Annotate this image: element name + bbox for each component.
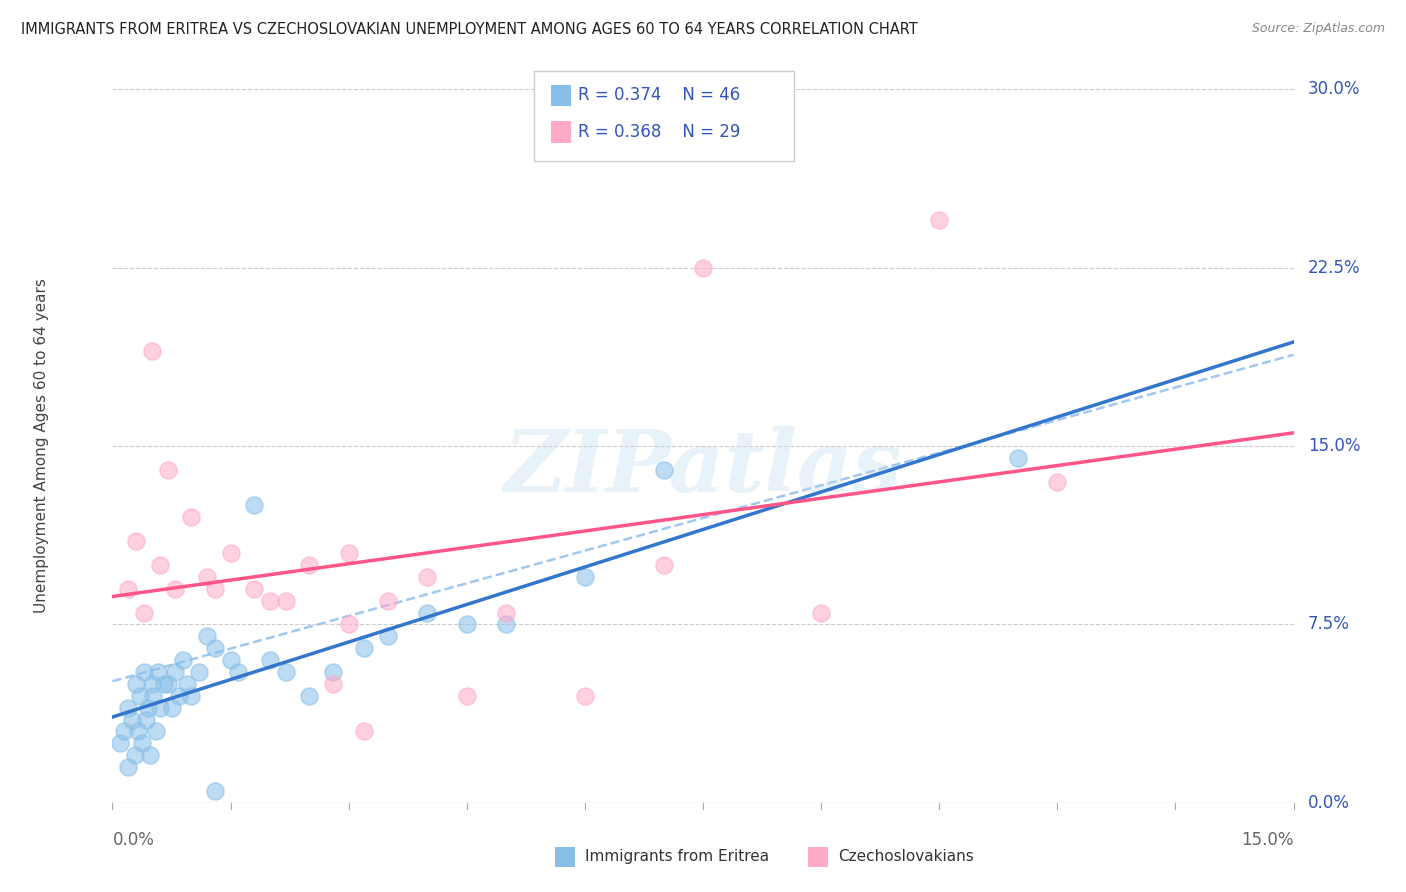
Point (377, 629, 399, 643)
Point (117, 582, 139, 596)
Point (377, 593, 399, 607)
Point (125, 534, 148, 549)
Point (135, 713, 157, 727)
Point (180, 689, 202, 703)
Point (456, 689, 478, 703)
Point (353, 641, 375, 656)
Point (195, 629, 218, 643)
Text: Czechoslovakians: Czechoslovakians (838, 849, 974, 863)
Point (298, 689, 321, 703)
Point (125, 677, 148, 691)
Point (574, 689, 596, 703)
Point (169, 689, 191, 703)
Point (180, 510, 202, 524)
Point (337, 546, 360, 560)
Point (219, 546, 242, 560)
Point (652, 558, 675, 572)
Point (141, 343, 163, 358)
Point (156, 463, 179, 477)
Text: IMMIGRANTS FROM ERITREA VS CZECHOSLOVAKIAN UNEMPLOYMENT AMONG AGES 60 TO 64 YEAR: IMMIGRANTS FROM ERITREA VS CZECHOSLOVAKI… (21, 22, 918, 37)
Point (337, 617, 360, 632)
Text: Source: ZipAtlas.com: Source: ZipAtlas.com (1251, 22, 1385, 36)
Text: 7.5%: 7.5% (1308, 615, 1350, 633)
Point (132, 606, 155, 620)
Point (692, 260, 714, 275)
Point (495, 617, 517, 632)
Point (188, 665, 211, 679)
Text: R = 0.368    N = 29: R = 0.368 N = 29 (578, 123, 740, 141)
Point (259, 653, 281, 667)
Text: Unemployment Among Ages 60 to 64 years: Unemployment Among Ages 60 to 64 years (34, 278, 49, 614)
Point (322, 665, 344, 679)
Point (146, 665, 169, 679)
Point (131, 736, 153, 750)
Text: R = 0.374    N = 46: R = 0.374 N = 46 (578, 87, 740, 104)
Point (172, 653, 194, 667)
Point (165, 582, 187, 596)
Point (228, 665, 250, 679)
Point (145, 724, 167, 739)
Text: 15.0%: 15.0% (1308, 437, 1360, 455)
Point (495, 606, 517, 620)
Point (259, 593, 281, 607)
Text: 22.5%: 22.5% (1308, 259, 1361, 277)
Point (141, 677, 163, 691)
Point (127, 724, 149, 739)
Point (298, 558, 321, 572)
Point (142, 689, 165, 703)
Point (117, 760, 139, 774)
Point (1007, 450, 1029, 465)
Point (204, 582, 226, 596)
Text: 30.0%: 30.0% (1308, 80, 1360, 98)
Point (456, 617, 478, 632)
Point (243, 499, 266, 513)
Point (149, 700, 172, 714)
Point (132, 665, 155, 679)
Point (195, 570, 218, 584)
Point (136, 700, 159, 714)
Point (274, 665, 297, 679)
Point (152, 677, 174, 691)
Point (124, 748, 146, 763)
Text: 0.0%: 0.0% (112, 831, 155, 849)
Text: 0.0%: 0.0% (1308, 794, 1350, 812)
Point (416, 606, 439, 620)
Text: ZIPatlas: ZIPatlas (503, 425, 903, 509)
Point (574, 570, 596, 584)
Point (274, 593, 297, 607)
Point (219, 653, 242, 667)
Point (176, 677, 198, 691)
Point (160, 700, 183, 714)
Point (165, 665, 187, 679)
Point (139, 748, 162, 763)
Point (204, 641, 226, 656)
Point (243, 582, 266, 596)
Point (1046, 475, 1069, 489)
Point (652, 463, 675, 477)
Point (121, 713, 143, 727)
Text: 15.0%: 15.0% (1241, 831, 1294, 849)
Point (322, 677, 344, 691)
Text: Immigrants from Eritrea: Immigrants from Eritrea (585, 849, 769, 863)
Point (353, 724, 375, 739)
Point (117, 700, 139, 714)
Point (110, 736, 132, 750)
Point (129, 689, 152, 703)
Point (204, 784, 226, 798)
Point (112, 724, 135, 739)
Point (156, 677, 179, 691)
Point (149, 558, 172, 572)
Point (810, 606, 832, 620)
Point (928, 213, 950, 227)
Point (416, 570, 439, 584)
